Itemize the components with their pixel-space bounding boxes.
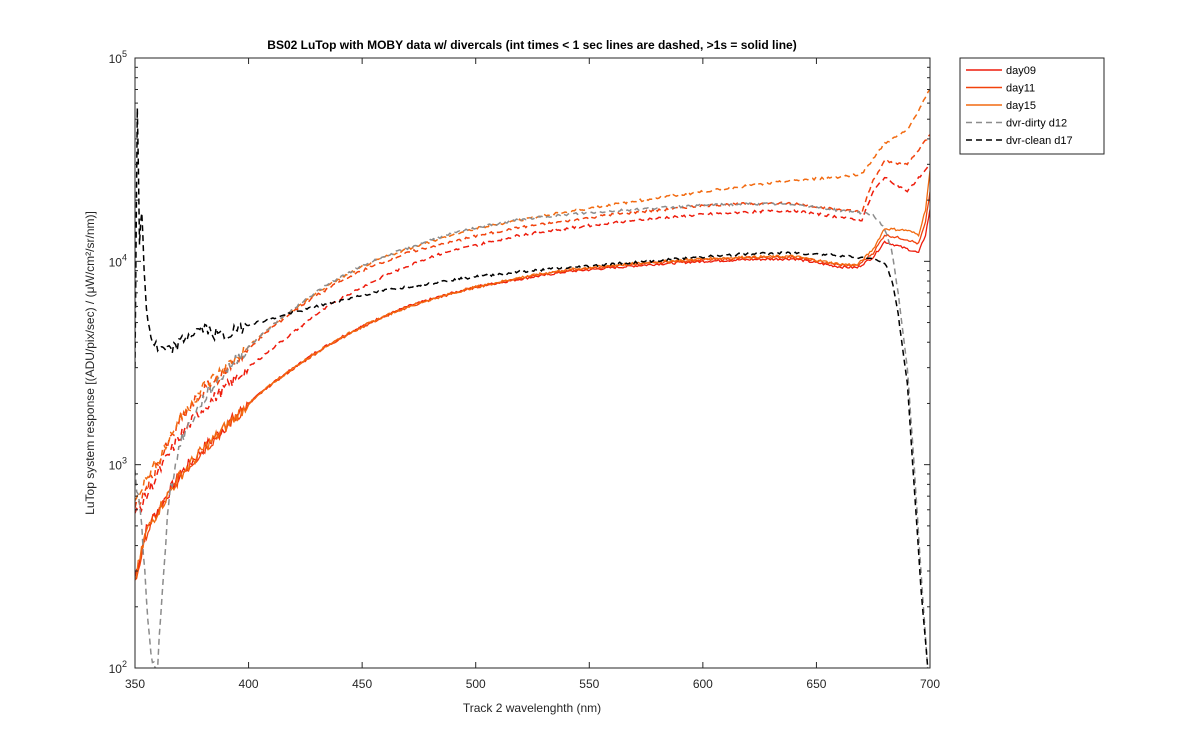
legend-label: day15 — [1006, 100, 1036, 112]
series-line-day11-1s- — [135, 134, 930, 508]
x-axis-label: Track 2 wavelenghth (nm) — [463, 701, 601, 715]
series-line-dvr-clean-d17 — [135, 108, 929, 668]
series-line-day11 — [135, 191, 930, 581]
x-tick-label: 700 — [920, 677, 940, 691]
legend-label: day11 — [1006, 83, 1035, 95]
series-line-dvr-dirty-d12 — [135, 201, 929, 668]
legend-label: dvr-clean d17 — [1006, 135, 1073, 147]
series-line-day09-1s- — [135, 163, 930, 514]
y-axis-label: LuTop system response [(ADU/pix/sec) / (… — [83, 211, 97, 515]
x-tick-label: 400 — [239, 677, 259, 691]
series-layer — [135, 89, 930, 668]
x-tick-label: 500 — [466, 677, 486, 691]
x-tick-label: 450 — [352, 677, 372, 691]
series-line-day15 — [135, 170, 930, 579]
x-tick-label: 650 — [806, 677, 826, 691]
legend-entries: day09 day11 day15 dvr-dirty d12 dvr-clean d1… — [966, 65, 1073, 147]
legend: day09 day11 day15 dvr-dirty d12 dvr-clean d1… — [959, 57, 1105, 155]
x-tick-label: 600 — [693, 677, 713, 691]
x-tick-label: 350 — [125, 677, 145, 691]
plot-area — [135, 58, 930, 668]
chart-title: BS02 LuTop with MOBY data w/ divercals (… — [267, 38, 796, 52]
axes-box — [134, 57, 931, 669]
x-tick-label: 550 — [579, 677, 599, 691]
legend-box — [959, 57, 1105, 155]
legend-label: day09 — [1006, 65, 1036, 77]
legend-label: dvr-dirty d12 — [1006, 118, 1067, 130]
